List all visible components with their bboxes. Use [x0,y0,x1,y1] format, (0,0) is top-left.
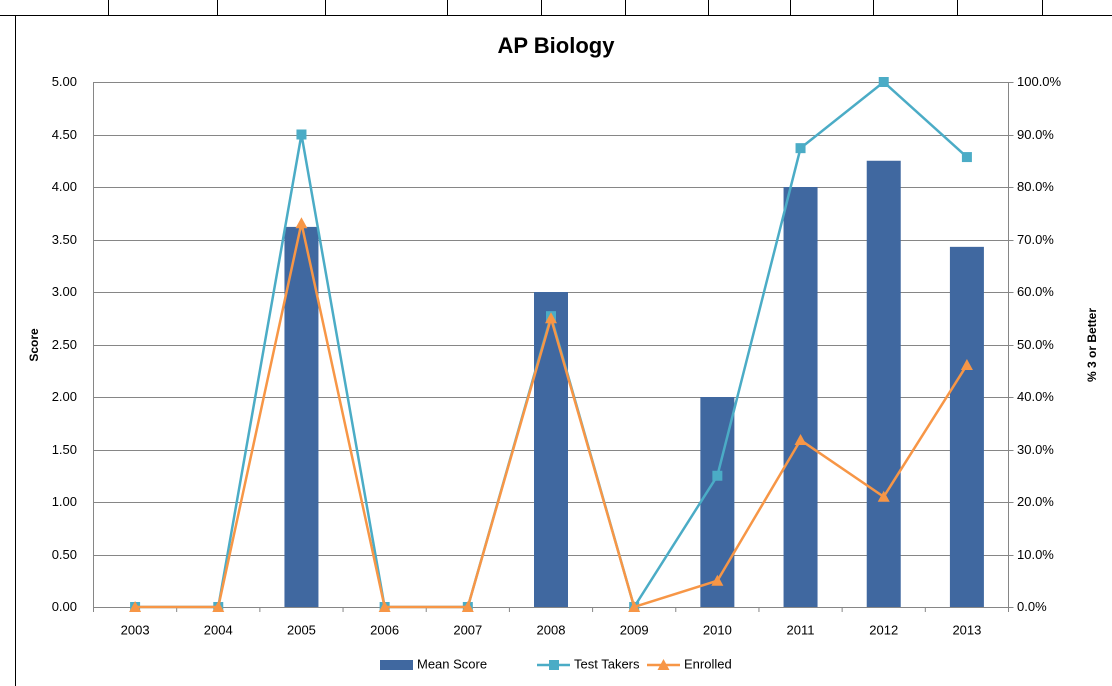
x-tick-label: 2007 [453,622,482,637]
bar [284,226,319,607]
y2-axis-label: % 3 or Better [1085,308,1099,382]
marker [378,601,391,612]
x-tick-label: 2010 [703,622,732,637]
x-tick-label: 2013 [952,622,981,637]
y-tick-label: 1.50 [52,442,77,457]
y2-tick-label: 90.0% [1017,127,1054,142]
legend-label: Test Takers [574,656,640,671]
y-tick-label: 4.00 [52,179,77,194]
marker [212,601,225,612]
y2-tick-label: 20.0% [1017,494,1054,509]
legend-marker [549,660,559,670]
y2-tick-label: 100.0% [1017,74,1062,89]
x-tick-label: 2009 [620,622,649,637]
x-tick-label: 2004 [204,622,233,637]
y2-tick-label: 50.0% [1017,337,1054,352]
marker [295,217,308,229]
x-tick-label: 2011 [787,622,815,637]
marker [545,312,557,324]
marker [960,358,973,370]
marker [877,490,890,502]
marker [628,601,641,612]
marker [711,574,724,586]
y-tick-label: 0.00 [52,599,77,614]
legend-label: Enrolled [684,656,732,671]
marker [712,470,723,481]
x-tick-label: 2005 [287,622,316,637]
marker [878,77,889,87]
y2-tick-label: 10.0% [1017,547,1054,562]
bar [534,292,568,607]
y2-tick-label: 0.0% [1017,599,1047,614]
legend-label: Mean Score [417,656,487,671]
bar [783,187,818,607]
marker [961,152,972,163]
x-tick-label: 2012 [869,622,898,637]
y2-tick-label: 30.0% [1017,442,1054,457]
bar [866,160,901,607]
y-tick-label: 4.50 [52,127,77,142]
x-tick-label: 2003 [121,622,150,637]
y2-tick-label: 40.0% [1017,389,1054,404]
marker [461,601,474,612]
y2-tick-label: 70.0% [1017,232,1054,247]
y2-tick-label: 60.0% [1017,284,1054,299]
y-tick-label: 3.00 [52,284,77,299]
legend-marker [657,659,670,670]
x-tick-label: 2008 [537,622,566,637]
legend-swatch [380,660,413,670]
y-tick-label: 3.50 [52,232,77,247]
marker [296,129,307,140]
y-tick-label: 1.00 [52,494,77,509]
marker [129,601,142,612]
bar [949,246,984,607]
y-tick-label: 2.00 [52,389,77,404]
y-tick-label: 5.00 [52,74,77,89]
x-tick-label: 2006 [370,622,399,637]
marker [795,143,806,154]
y-tick-label: 0.50 [52,547,77,562]
chart-title: AP Biology [498,33,616,58]
y2-tick-label: 80.0% [1017,179,1054,194]
y-axis-label: Score [27,328,41,362]
marker [794,434,807,446]
y-tick-label: 2.50 [52,337,77,352]
